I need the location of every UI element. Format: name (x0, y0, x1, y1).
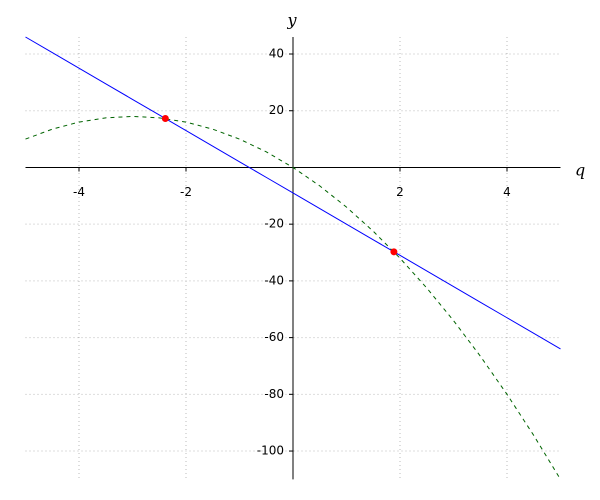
series-line (25, 36, 561, 350)
x-tick-label: -2 (180, 185, 192, 199)
x-tick-label: -4 (73, 185, 85, 199)
y-axis-title: y (286, 11, 297, 30)
y-tick-label: -100 (257, 444, 284, 458)
x-tick-label: 2 (396, 185, 404, 199)
y-tick-label: 40 (269, 47, 284, 61)
x-axis-title: q (575, 161, 585, 180)
y-tick-label: 20 (269, 103, 284, 117)
x-tick-label: 4 (503, 185, 511, 199)
intersection-point (161, 115, 169, 123)
y-tick-label: -80 (264, 387, 284, 401)
y-tick-label: -60 (264, 330, 284, 344)
intersection-point (390, 248, 398, 256)
series-line (25, 115, 561, 480)
y-tick-label: -40 (264, 273, 284, 287)
y-tick-label: -20 (264, 217, 284, 231)
